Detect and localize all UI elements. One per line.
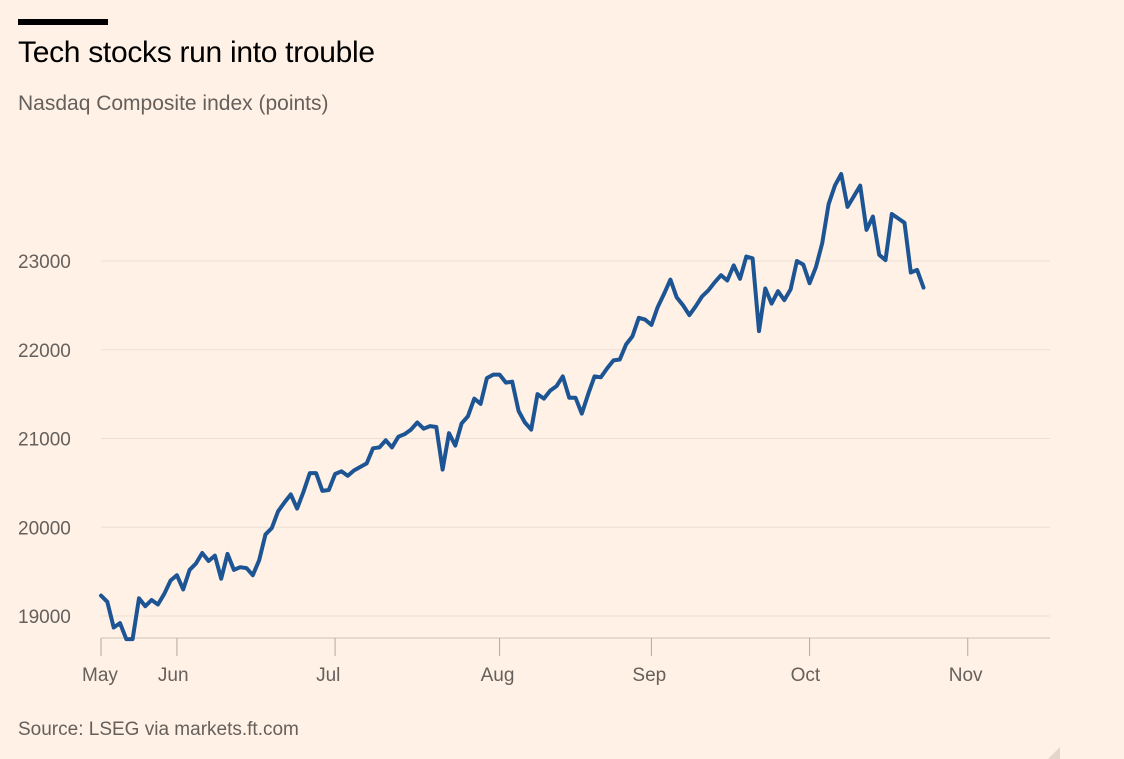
x-tick-labels: May Jun Jul Aug Sep Oct Nov [82, 665, 983, 686]
series-layer [99, 172, 926, 642]
chart-subtitle: Nasdaq Composite index (points) [18, 92, 329, 115]
x-axis [100, 637, 1050, 656]
source-note: Source: LSEG via markets.ft.com [18, 719, 299, 740]
y-tick-label: 20000 [18, 518, 71, 539]
y-tick-label: 23000 [18, 252, 71, 273]
x-tick-label: Aug [481, 665, 515, 686]
x-tick-label: Sep [632, 665, 666, 686]
x-tick-label: May [82, 665, 118, 686]
x-tick-label: Nov [949, 665, 983, 686]
y-tick-label: 19000 [18, 607, 71, 628]
series-line-nasdaq [99, 172, 926, 642]
x-tick-label: Jul [316, 665, 340, 686]
x-tick-label: Jun [158, 665, 189, 686]
header-accent-bar [18, 19, 108, 25]
y-tick-label: 22000 [18, 341, 71, 362]
chart-title: Tech stocks run into trouble [18, 36, 375, 69]
x-tick-label: Oct [791, 665, 821, 686]
resize-handle-icon [1048, 747, 1060, 759]
gridlines [101, 260, 1050, 617]
y-tick-labels: 19000 20000 21000 22000 23000 [18, 252, 71, 628]
y-tick-label: 21000 [18, 430, 71, 451]
